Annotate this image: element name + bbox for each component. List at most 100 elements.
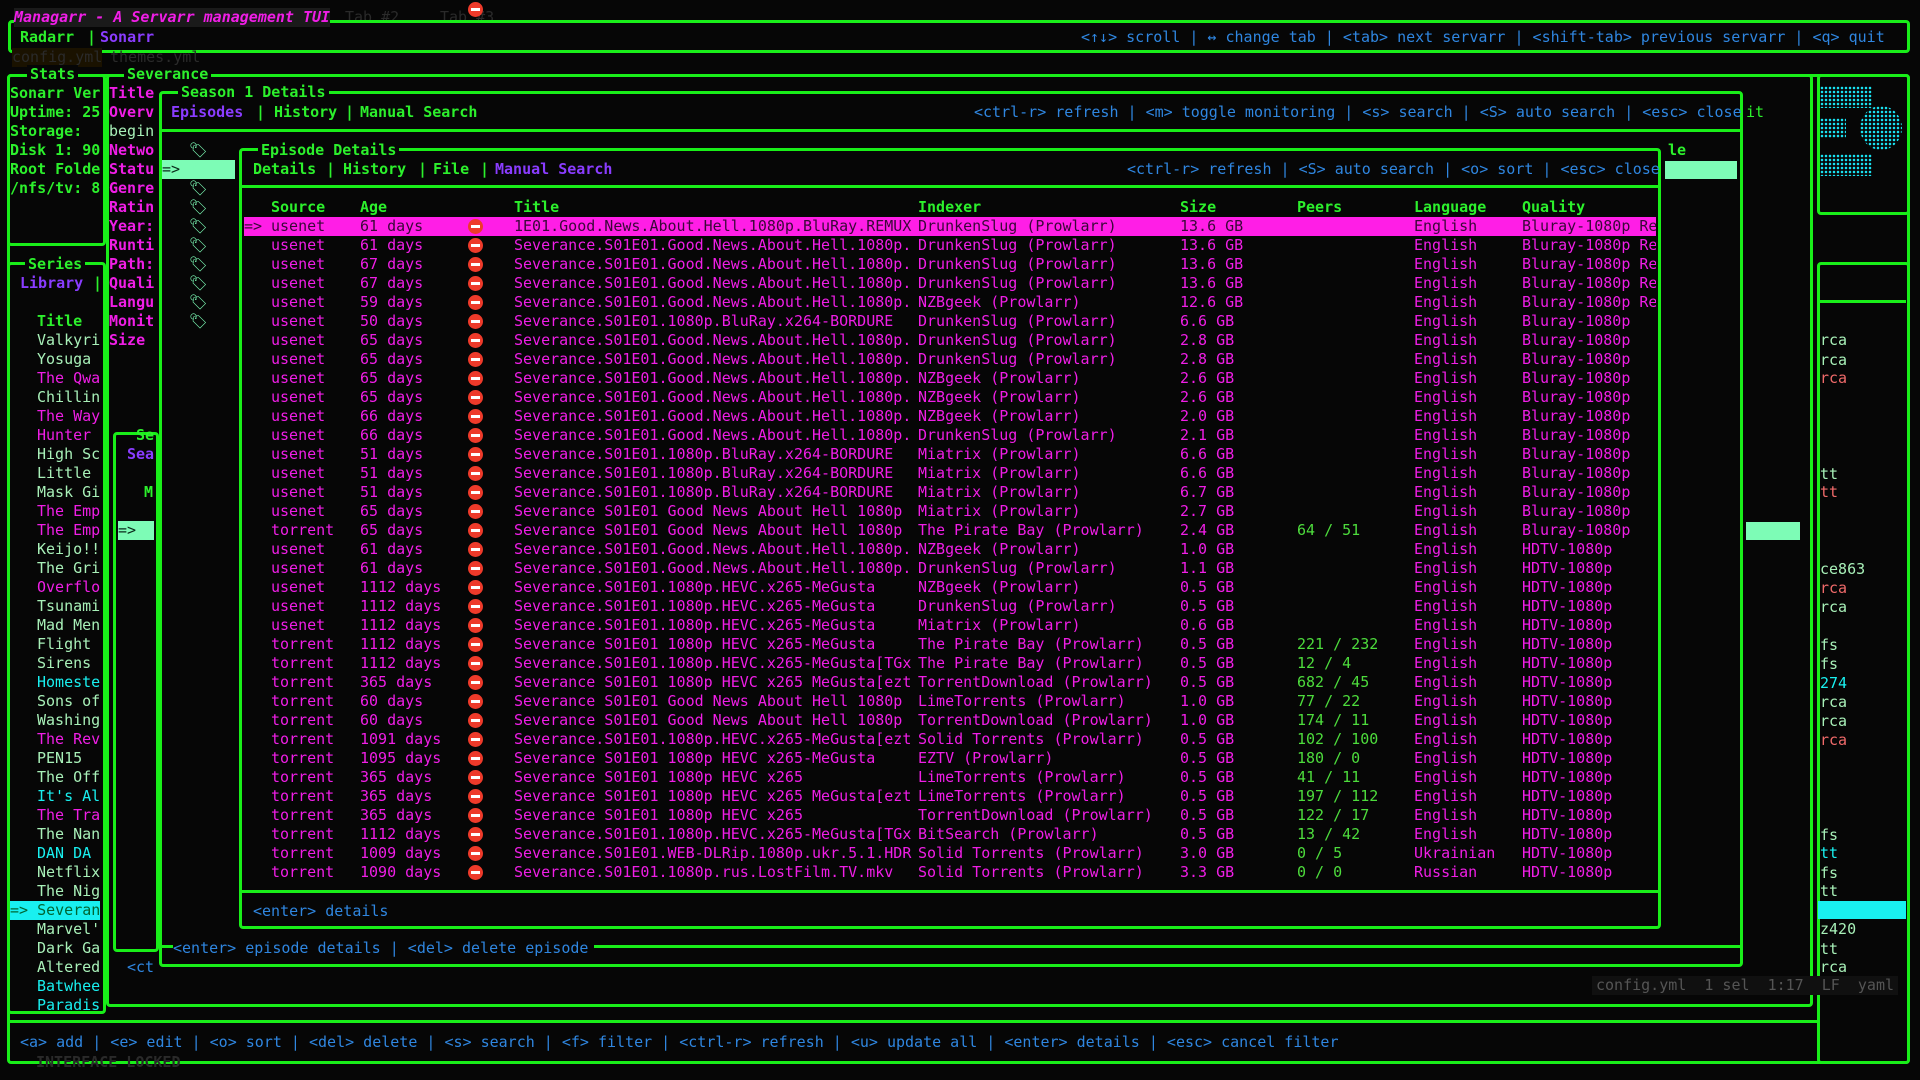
release-row[interactable]: usenet 66 days Severance.S01E01.Good.News.…	[244, 407, 1656, 426]
release-row[interactable]: torrent 1095 days Severance S01E01 1080p H…	[244, 749, 1656, 768]
series-item[interactable]: Overflo	[37, 578, 101, 596]
release-indexer: DrunkenSlug (Prowlarr)	[918, 312, 1117, 330]
release-row[interactable]: usenet 65 days Severance.S01E01.Good.News.…	[244, 331, 1656, 350]
release-language: English	[1414, 407, 1478, 425]
series-item[interactable]: The Nig	[37, 882, 101, 900]
series-item[interactable]: Altered	[37, 958, 101, 976]
release-row[interactable]: torrent 1112 days Severance.S01E01.1080p.H…	[244, 825, 1656, 844]
tab-sonarr[interactable]: Sonarr	[100, 28, 155, 46]
series-item[interactable]: The Rev	[37, 730, 101, 748]
release-row[interactable]: torrent 1112 days Severance.S01E01.1080p.H…	[244, 654, 1656, 673]
release-quality: Bluray-1080p	[1522, 331, 1631, 349]
series-item[interactable]: Mask Gi	[37, 483, 101, 501]
release-row[interactable]: usenet 61 days Severance.S01E01.Good.News.…	[244, 236, 1656, 255]
release-row[interactable]: usenet 59 days Severance.S01E01.Good.News.…	[244, 293, 1656, 312]
tab-season-history[interactable]: History	[274, 103, 338, 121]
series-item[interactable]: Dark Ga	[37, 939, 101, 957]
series-item[interactable]: Paradis	[37, 996, 101, 1014]
series-item[interactable]: DAN DA	[37, 844, 92, 862]
series-item[interactable]: The Way	[37, 407, 101, 425]
series-item[interactable]: Marvel'	[37, 920, 101, 938]
series-item[interactable]: Washing	[37, 711, 101, 729]
series-item[interactable]: PEN15	[37, 749, 83, 767]
tab-file[interactable]: File	[433, 160, 470, 178]
release-title: Severance.S01E01.Good.News.About.Hell.10…	[514, 331, 912, 349]
release-row[interactable]: torrent 1090 days Severance.S01E01.1080p.r…	[244, 863, 1656, 882]
logo-art	[1820, 154, 1872, 176]
release-indexer: EZTV (Prowlarr)	[918, 749, 1054, 767]
release-row[interactable]: usenet 65 days Severance.S01E01.Good.News.…	[244, 350, 1656, 369]
series-item[interactable]: Sirens	[37, 654, 92, 672]
right-list-item: tt	[1820, 844, 1839, 862]
series-item[interactable]: Hunter	[37, 426, 92, 444]
series-item[interactable]: Little	[37, 464, 92, 482]
release-row[interactable]: usenet 67 days Severance.S01E01.Good.News.…	[244, 255, 1656, 274]
release-peers: 41 / 11	[1297, 768, 1361, 786]
release-row[interactable]: usenet 51 days Severance.S01E01.1080p.BluR…	[244, 483, 1656, 502]
series-item[interactable]: It's Al	[37, 787, 101, 805]
release-row[interactable]: => usenet 61 days 1E01.Good.News.About.Hell…	[244, 217, 1656, 236]
right-list-item: rca	[1820, 712, 1848, 730]
release-row[interactable]: torrent 365 days Severance S01E01 1080p HE…	[244, 806, 1656, 825]
right-list-item: rca	[1820, 579, 1848, 597]
release-row[interactable]: usenet 51 days Severance.S01E01.1080p.BluR…	[244, 464, 1656, 483]
series-item[interactable]: The Gri	[37, 559, 101, 577]
series-item[interactable]: Netflix	[37, 863, 101, 881]
release-row[interactable]: usenet 1112 days Severance.S01E01.1080p.HE…	[244, 616, 1656, 635]
series-item[interactable]: The Qwa	[37, 369, 101, 387]
release-row[interactable]: usenet 51 days Severance.S01E01.1080p.BluR…	[244, 445, 1656, 464]
no-entry-icon	[468, 333, 483, 348]
series-item[interactable]: Sons of	[37, 692, 101, 710]
release-row[interactable]: torrent 365 days Severance S01E01 1080p HE…	[244, 787, 1656, 806]
series-item[interactable]: Mad Men	[37, 616, 101, 634]
tab-radarr[interactable]: Radarr	[20, 28, 75, 46]
release-row[interactable]: usenet 66 days Severance.S01E01.Good.News.…	[244, 426, 1656, 445]
series-item[interactable]: The Tra	[37, 806, 101, 824]
release-indexer: BitSearch (Prowlarr)	[918, 825, 1099, 843]
tab-episodes[interactable]: Episodes	[171, 103, 244, 121]
series-item[interactable]: The Off	[37, 768, 101, 786]
series-item[interactable]: Batwhee	[37, 977, 101, 995]
release-row[interactable]: usenet 61 days Severance.S01E01.Good.News.…	[244, 559, 1656, 578]
series-item[interactable]: Valkyri	[37, 331, 101, 349]
series-item[interactable]: Keijo!!	[37, 540, 101, 558]
tab-details[interactable]: Details	[253, 160, 317, 178]
series-item[interactable]: Tsunami	[37, 597, 101, 615]
series-item[interactable]: Chillin	[37, 388, 101, 406]
release-row[interactable]: usenet 65 days Severance S01E01 Good News …	[244, 502, 1656, 521]
series-item[interactable]: Flight	[37, 635, 92, 653]
release-row[interactable]: usenet 1112 days Severance.S01E01.1080p.HE…	[244, 578, 1656, 597]
release-row[interactable]: usenet 50 days Severance.S01E01.1080p.BluR…	[244, 312, 1656, 331]
tab-episode-history[interactable]: History	[343, 160, 407, 178]
right-list-highlight[interactable]	[1818, 901, 1906, 919]
selected-field[interactable]: =>	[162, 160, 235, 179]
release-row[interactable]: torrent 60 days Severance S01E01 Good News…	[244, 711, 1656, 730]
release-language: English	[1414, 388, 1478, 406]
release-row[interactable]: torrent 1009 days Severance.S01E01.WEB-DLR…	[244, 844, 1656, 863]
release-row[interactable]: usenet 65 days Severance.S01E01.Good.News.…	[244, 369, 1656, 388]
series-item[interactable]: Homeste	[37, 673, 101, 691]
release-indexer: The Pirate Bay (Prowlarr)	[918, 635, 1144, 653]
release-row[interactable]: torrent 1091 days Severance.S01E01.1080p.H…	[244, 730, 1656, 749]
release-row[interactable]: usenet 61 days Severance.S01E01.Good.News.…	[244, 540, 1656, 559]
series-item[interactable]: The Emp	[37, 521, 101, 539]
release-row[interactable]: torrent 60 days Severance S01E01 Good News…	[244, 692, 1656, 711]
release-row[interactable]: torrent 365 days Severance S01E01 1080p HE…	[244, 768, 1656, 787]
release-row[interactable]: torrent 1112 days Severance S01E01 1080p H…	[244, 635, 1656, 654]
series-item-selected[interactable]: => Severan	[10, 901, 101, 920]
tab-library[interactable]: Library	[20, 274, 84, 292]
release-row[interactable]: usenet 67 days Severance.S01E01.Good.News.…	[244, 274, 1656, 293]
release-row[interactable]: usenet 1112 days Severance.S01E01.1080p.HE…	[244, 597, 1656, 616]
series-item[interactable]: The Nan	[37, 825, 101, 843]
series-item[interactable]: High Sc	[37, 445, 101, 463]
tab-season-manual-search[interactable]: Manual Search	[360, 103, 478, 121]
global-keybindings: <↑↓> scroll | ↔ change tab | <tab> next …	[1081, 28, 1885, 46]
release-row[interactable]: torrent 65 days Severance S01E01 Good News…	[244, 521, 1656, 540]
release-indexer: Miatrix (Prowlarr)	[918, 483, 1081, 501]
release-age: 1112 days	[360, 635, 442, 653]
release-row[interactable]: usenet 65 days Severance.S01E01.Good.News.…	[244, 388, 1656, 407]
series-item[interactable]: Yosuga	[37, 350, 92, 368]
series-item[interactable]: The Emp	[37, 502, 101, 520]
release-row[interactable]: torrent 365 days Severance S01E01 1080p HE…	[244, 673, 1656, 692]
tab-manual-search[interactable]: Manual Search	[495, 160, 613, 178]
